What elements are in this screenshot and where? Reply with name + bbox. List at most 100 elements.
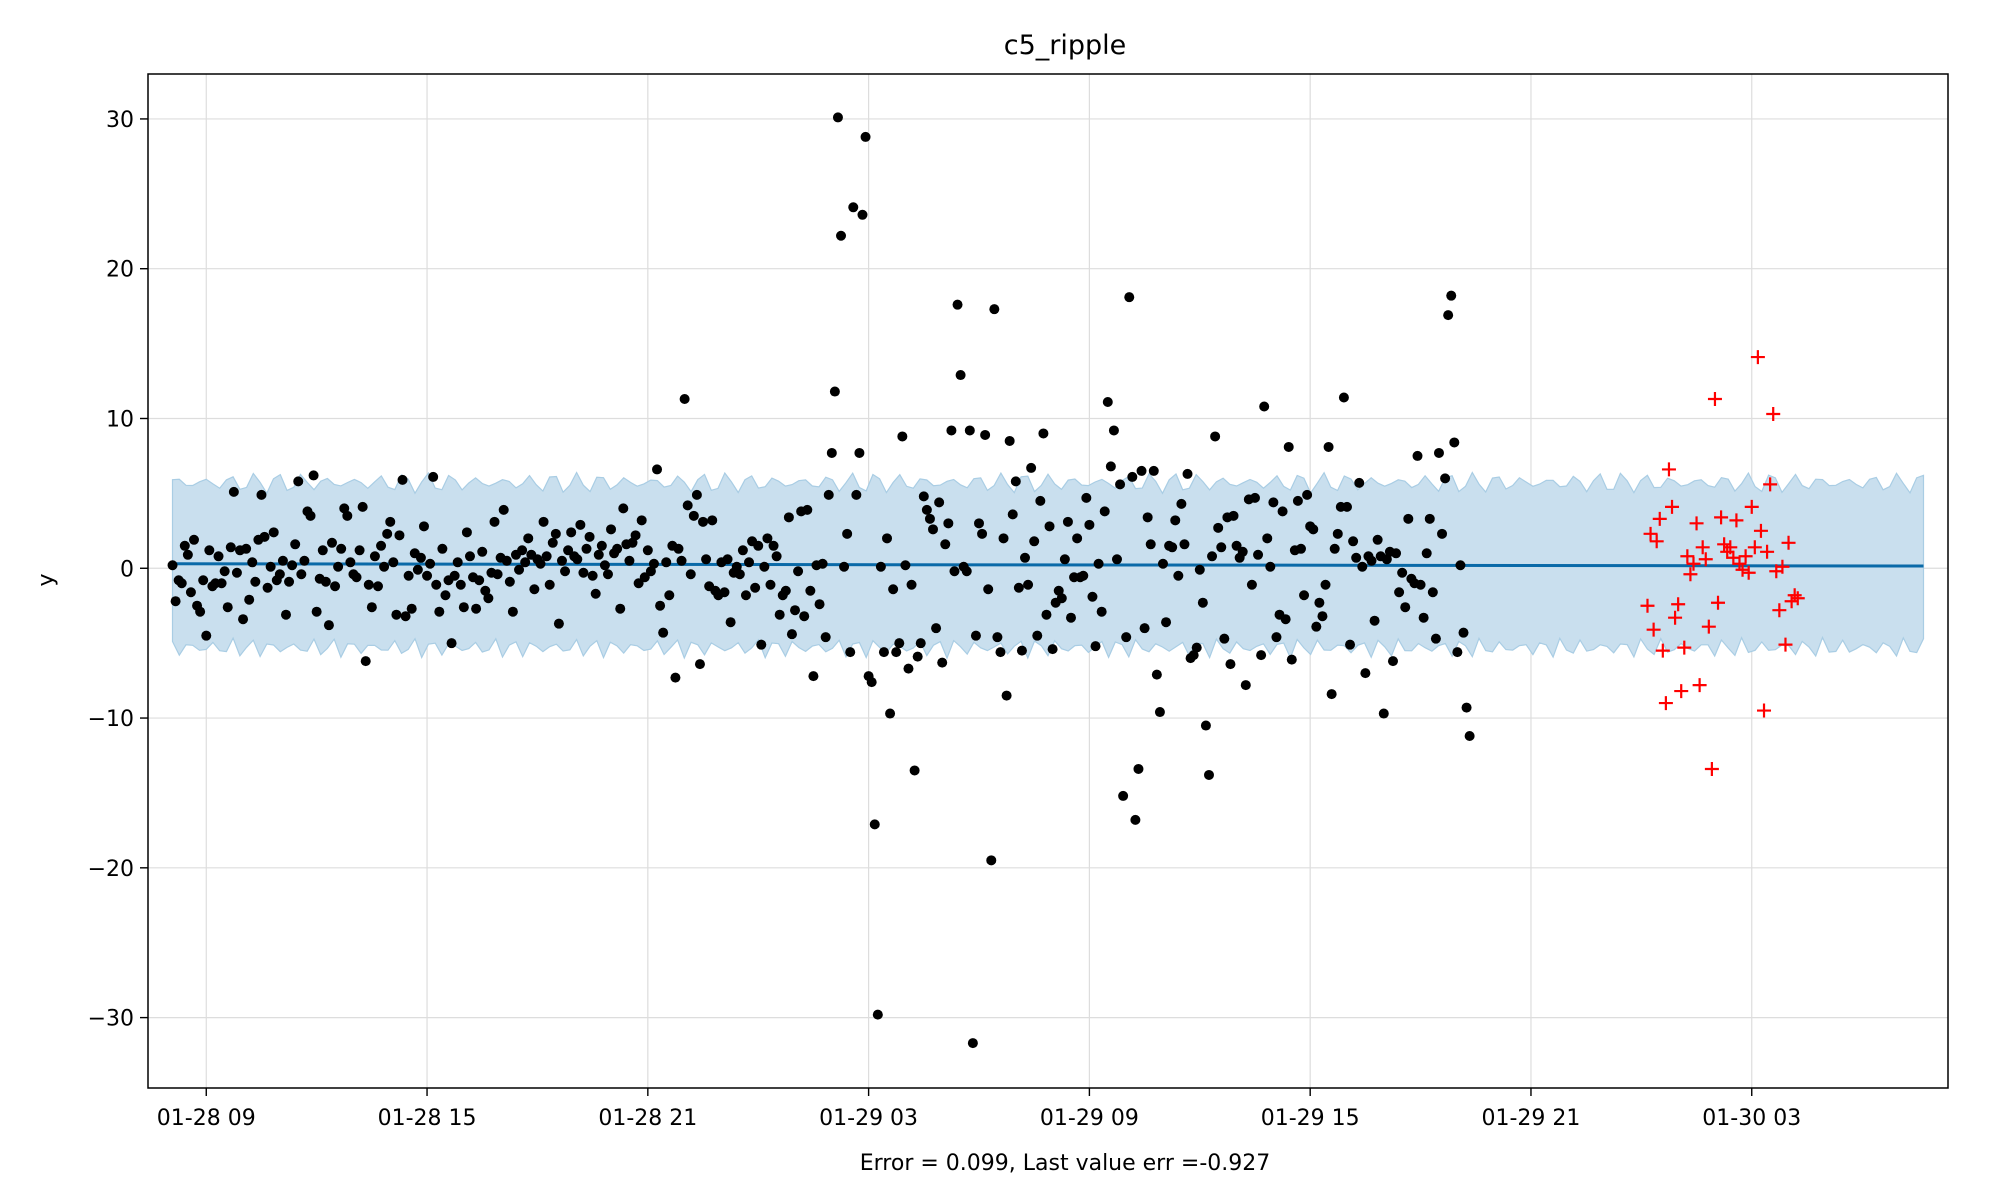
data-point: [440, 590, 451, 601]
x-tick-label: 01-28 15: [378, 1106, 477, 1131]
data-point: [753, 540, 764, 551]
data-point: [1044, 521, 1055, 532]
data-point: [1210, 431, 1221, 442]
data-point: [1231, 540, 1242, 551]
data-point: [1461, 702, 1472, 713]
trend-line: [172, 562, 1924, 568]
data-point: [498, 504, 509, 515]
data-point: [1354, 477, 1365, 488]
observed-points: [167, 112, 1475, 1049]
data-point: [1154, 707, 1165, 718]
data-point: [280, 609, 291, 620]
data-point: [391, 609, 402, 620]
data-point: [688, 510, 699, 521]
y-tick-label: 0: [120, 557, 134, 582]
data-point: [783, 512, 794, 523]
data-point: [642, 545, 653, 556]
data-point: [1253, 549, 1264, 560]
data-point: [872, 1009, 883, 1020]
forecast-point: [1674, 684, 1689, 699]
data-point: [1207, 551, 1218, 562]
data-point: [633, 578, 644, 589]
data-point: [1259, 401, 1270, 412]
x-tick-label: 01-29 03: [819, 1106, 918, 1131]
data-point: [477, 546, 488, 557]
data-point: [1148, 465, 1159, 476]
data-point: [1381, 554, 1392, 565]
data-point: [1357, 561, 1368, 572]
data-point: [670, 672, 681, 683]
data-point: [719, 587, 730, 598]
data-point: [995, 647, 1006, 658]
data-point: [241, 543, 252, 554]
data-point: [400, 611, 411, 622]
data-point: [176, 578, 187, 589]
data-point: [1443, 310, 1454, 321]
data-point: [277, 555, 288, 566]
data-point: [198, 575, 209, 586]
forecast-point: [1661, 462, 1676, 477]
data-point: [894, 638, 905, 649]
data-point: [1292, 495, 1303, 506]
data-point: [940, 539, 951, 550]
data-point: [474, 575, 485, 586]
data-point: [1299, 590, 1310, 601]
data-point: [431, 579, 442, 590]
data-point: [458, 602, 469, 613]
data-point: [759, 561, 770, 572]
data-point: [290, 539, 301, 550]
data-point: [425, 558, 436, 569]
forecast-point: [1683, 567, 1698, 582]
data-point: [333, 561, 344, 572]
data-point: [339, 503, 350, 514]
data-point: [602, 569, 613, 580]
data-point: [1437, 528, 1448, 539]
data-point: [293, 476, 304, 487]
data-point: [541, 551, 552, 562]
data-point: [974, 518, 985, 529]
data-point: [376, 540, 387, 551]
data-point: [1302, 489, 1313, 500]
data-point: [636, 515, 647, 526]
data-point: [323, 620, 334, 631]
data-point: [1348, 536, 1359, 547]
data-point: [943, 518, 954, 529]
data-point: [1053, 585, 1064, 596]
data-point: [866, 677, 877, 688]
data-point: [799, 611, 810, 622]
data-point: [299, 555, 310, 566]
data-point: [1418, 612, 1429, 623]
data-point: [921, 504, 932, 515]
data-point: [529, 584, 540, 595]
data-point: [842, 528, 853, 539]
data-point: [762, 533, 773, 544]
data-point: [891, 647, 902, 658]
data-point: [977, 528, 988, 539]
data-point: [1115, 479, 1126, 490]
data-point: [284, 576, 295, 587]
forecast-point: [1753, 523, 1768, 538]
data-point: [691, 489, 702, 500]
data-point: [1262, 533, 1273, 544]
data-point: [1326, 689, 1337, 700]
data-point: [823, 489, 834, 500]
data-point: [826, 447, 837, 458]
data-point: [204, 545, 215, 556]
data-point: [455, 579, 466, 590]
data-point: [1010, 476, 1021, 487]
data-point: [544, 579, 555, 590]
data-point: [1078, 570, 1089, 581]
x-tick-label: 01-30 03: [1702, 1106, 1801, 1131]
data-point: [1161, 617, 1172, 628]
data-point: [854, 447, 865, 458]
forecast-point: [1640, 598, 1655, 613]
data-point: [575, 519, 586, 530]
data-point: [1136, 465, 1147, 476]
data-point: [379, 561, 390, 572]
data-point: [1130, 814, 1141, 825]
data-point: [701, 554, 712, 565]
data-point: [869, 819, 880, 830]
data-point: [256, 489, 267, 500]
data-point: [1087, 591, 1098, 602]
forecast-point: [1778, 637, 1793, 652]
